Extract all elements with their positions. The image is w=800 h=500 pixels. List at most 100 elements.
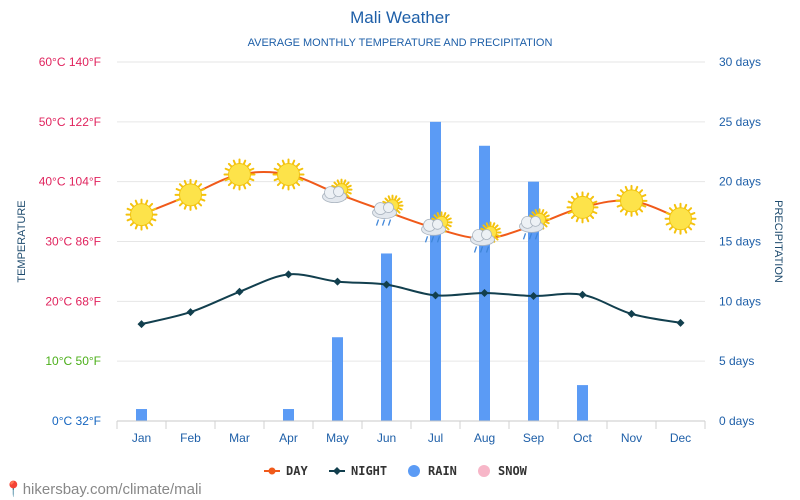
cloud-puff xyxy=(481,229,492,240)
rain-drop xyxy=(528,233,533,240)
rain-drop xyxy=(534,233,539,240)
legend-item-day: DAY xyxy=(264,464,308,478)
right-tick-label: 30 days xyxy=(719,55,761,69)
legend-item-night: NIGHT xyxy=(329,464,387,478)
legend-item-snow: SNOW xyxy=(478,464,528,478)
footer-link[interactable]: hikersbay.com/climate/mali xyxy=(22,481,202,498)
night-point xyxy=(480,288,489,297)
legend-item-rain: RAIN xyxy=(408,464,457,478)
x-tick-label: Feb xyxy=(180,431,201,445)
right-tick-label: 10 days xyxy=(719,294,761,308)
left-tick-label: 20°C 68°F xyxy=(45,294,101,308)
right-tick-label: 15 days xyxy=(719,235,761,249)
legend-snow-swatch xyxy=(478,465,490,477)
sun-disc xyxy=(130,203,153,227)
x-tick-label: May xyxy=(326,431,349,445)
temperature-lines xyxy=(137,171,685,329)
sun-icon xyxy=(223,158,256,191)
source-footer[interactable]: 📍hikersbay.com/climate/mali xyxy=(4,480,202,498)
x-tick-label: Apr xyxy=(279,431,298,445)
sun-icon xyxy=(272,158,305,191)
rain-drop xyxy=(485,246,490,253)
sun-cloud-rain-icon xyxy=(421,211,453,243)
cloud-puff xyxy=(432,218,443,230)
legend-label: DAY xyxy=(286,464,308,478)
rain-bar xyxy=(430,121,441,421)
x-tick-label: Nov xyxy=(621,431,642,445)
chart-title: Mali Weather xyxy=(350,8,450,27)
night-point xyxy=(235,287,244,296)
sun-disc xyxy=(228,162,251,186)
x-tick-label: Aug xyxy=(474,431,495,445)
night-point xyxy=(186,308,195,317)
sun-cloud-rain-icon xyxy=(519,208,551,240)
x-tick-label: Oct xyxy=(573,431,592,445)
rain-drop xyxy=(375,219,380,226)
x-tick-label: Jul xyxy=(428,431,443,445)
legend-label: RAIN xyxy=(428,464,457,478)
night-point xyxy=(627,309,636,318)
rain-drop xyxy=(424,236,429,243)
left-tick-label: 30°C 86°F xyxy=(45,235,101,249)
rain-bar xyxy=(136,409,147,421)
rain-bars xyxy=(136,121,588,421)
sun-cloud-icon xyxy=(322,178,353,204)
x-tick-label: Dec xyxy=(670,431,691,445)
left-tick-label: 60°C 140°F xyxy=(39,55,101,69)
sun-icon xyxy=(566,191,599,224)
cloud-puff xyxy=(383,202,394,213)
legend: DAY NIGHT RAIN SNOW xyxy=(264,464,528,478)
chart-subtitle: AVERAGE MONTHLY TEMPERATURE AND PRECIPIT… xyxy=(248,37,553,49)
x-tick-label: Sep xyxy=(523,431,545,445)
rain-drop xyxy=(479,246,484,253)
right-axis-title: PRECIPITATION xyxy=(772,200,784,283)
axes: 0°C 32°F 10°C 50°F 20°C 68°F 30°C 86°F 40°C … xyxy=(16,55,784,445)
rain-drop xyxy=(473,246,478,253)
gridlines xyxy=(117,61,705,422)
rain-bar xyxy=(479,145,490,421)
night-point xyxy=(529,291,538,300)
rain-bar xyxy=(332,337,343,421)
sun-disc xyxy=(571,195,594,219)
rain-drop xyxy=(381,219,386,226)
sun-cloud-rain-icon xyxy=(372,194,404,226)
left-axis-title: TEMPERATURE xyxy=(16,200,28,282)
sun-icon xyxy=(615,184,648,217)
left-tick-label: 10°C 50°F xyxy=(45,354,101,368)
right-tick-label: 0 days xyxy=(719,414,754,428)
rain-drop xyxy=(522,233,527,240)
sun-disc xyxy=(277,162,300,186)
sun-icon xyxy=(174,178,207,211)
cloud-puff xyxy=(333,186,344,198)
rain-drop xyxy=(387,219,392,226)
sun-disc xyxy=(669,207,692,231)
rain-bar xyxy=(381,253,392,421)
legend-label: SNOW xyxy=(498,464,528,478)
rain-bar xyxy=(577,385,588,421)
sun-cloud-rain-icon xyxy=(470,221,502,253)
night-point xyxy=(333,277,342,286)
sun-disc xyxy=(620,189,643,213)
legend-night-marker xyxy=(333,467,341,475)
rain-bar xyxy=(283,409,294,421)
night-temperature-line xyxy=(141,273,681,326)
x-tick-label: Mar xyxy=(229,431,250,445)
rain-bar xyxy=(528,181,539,421)
rain-drop xyxy=(436,236,441,243)
x-tick-label: Jun xyxy=(377,431,396,445)
left-tick-label: 0°C 32°F xyxy=(52,414,101,428)
night-point xyxy=(382,280,391,289)
rain-drop xyxy=(430,236,435,243)
left-tick-label: 50°C 122°F xyxy=(39,115,101,129)
right-tick-label: 25 days xyxy=(719,115,761,129)
night-point xyxy=(137,320,146,329)
right-tick-label: 5 days xyxy=(719,354,754,368)
night-point xyxy=(676,318,685,327)
cloud-puff xyxy=(530,215,541,227)
night-point xyxy=(431,291,440,300)
night-point xyxy=(578,290,587,299)
legend-rain-swatch xyxy=(408,465,420,477)
sun-icon xyxy=(125,198,158,231)
sun-icon xyxy=(664,202,697,235)
